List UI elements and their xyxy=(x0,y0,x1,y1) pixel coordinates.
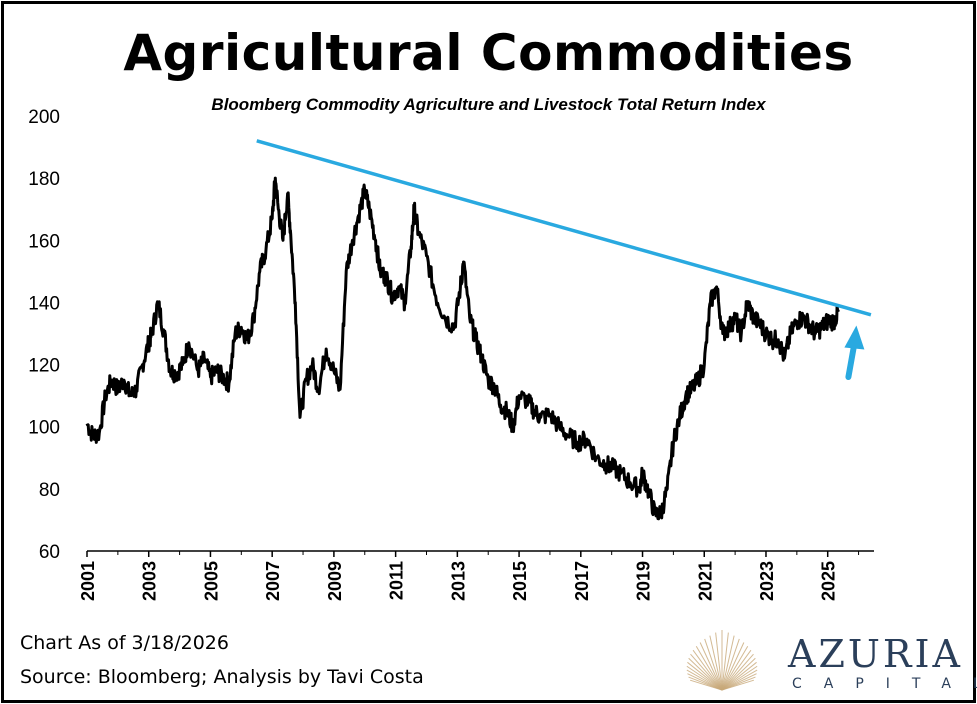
up-arrow-head xyxy=(844,325,865,350)
logo-ray xyxy=(695,646,723,691)
index-series-line xyxy=(85,176,840,521)
x-tick-label: 2019 xyxy=(634,561,654,601)
logo-ray xyxy=(704,638,723,691)
logo-ray xyxy=(709,635,723,691)
chart-title: Agricultural Commodities xyxy=(123,24,854,82)
logo-sub: CAPITAL xyxy=(792,676,977,692)
y-tick-label: 200 xyxy=(28,107,60,128)
chart-as-of-note: Chart As of 3/18/2026 xyxy=(20,632,229,654)
x-tick-label: 2011 xyxy=(387,561,407,600)
logo-ray xyxy=(721,635,735,691)
logo-ray xyxy=(721,657,756,691)
logo-ray xyxy=(687,661,723,691)
azuria-logo-mark xyxy=(686,630,758,691)
downtrend-line xyxy=(256,139,872,317)
logo-ray xyxy=(721,665,758,691)
series-layer xyxy=(85,139,872,521)
y-tick-label: 60 xyxy=(39,542,60,563)
y-tick-label: 180 xyxy=(28,169,60,190)
logo-ray xyxy=(721,642,745,691)
logo-ray xyxy=(715,632,723,691)
logo-ray xyxy=(721,661,757,691)
x-tick-label: 2003 xyxy=(140,561,160,601)
logo-ray xyxy=(721,638,740,691)
logo-ray xyxy=(699,642,723,691)
y-axis: 60 80 100 120 140 160 180 200 xyxy=(28,107,60,563)
logo-ray xyxy=(721,653,754,691)
x-tick-label: 2007 xyxy=(263,561,283,601)
y-tick-label: 140 xyxy=(28,293,60,314)
x-tick-label: 2005 xyxy=(201,561,221,601)
logo-ray xyxy=(690,653,723,691)
y-tick-label: 100 xyxy=(28,418,60,439)
logo-ray xyxy=(721,669,758,691)
logo-ray xyxy=(686,669,723,691)
logo-ray xyxy=(721,679,755,691)
up-arrow-shaft xyxy=(845,340,858,380)
x-tick-label: 2015 xyxy=(510,561,530,601)
x-tick-label: 2021 xyxy=(695,561,715,601)
x-tick-label: 2025 xyxy=(819,561,839,601)
y-tick-label: 80 xyxy=(39,480,60,501)
x-axis: 2001 2003 2005 2007 2009 2011 2013 2015 2017 2019… xyxy=(78,550,874,601)
source-note: Source: Bloomberg; Analysis by Tavi Cost… xyxy=(20,666,424,688)
x-tick-label: 2001 xyxy=(78,561,98,601)
logo-ray xyxy=(721,632,729,691)
annotation-layer xyxy=(844,325,865,380)
y-tick-label: 160 xyxy=(28,231,60,252)
chart-subtitle: Bloomberg Commodity Agriculture and Live… xyxy=(211,95,766,114)
y-tick-label: 120 xyxy=(28,356,60,377)
logo-ray xyxy=(686,665,723,691)
logo-ray xyxy=(721,649,752,691)
logo-name: AZURIA xyxy=(788,632,963,676)
x-tick-label: 2013 xyxy=(448,561,468,601)
logo-ray xyxy=(692,649,723,691)
logo-ray xyxy=(721,646,749,691)
x-tick-label: 2009 xyxy=(325,561,345,601)
x-tick-label: 2017 xyxy=(572,561,592,601)
logo-ray xyxy=(688,657,723,691)
x-tick-label: 2023 xyxy=(757,561,777,601)
